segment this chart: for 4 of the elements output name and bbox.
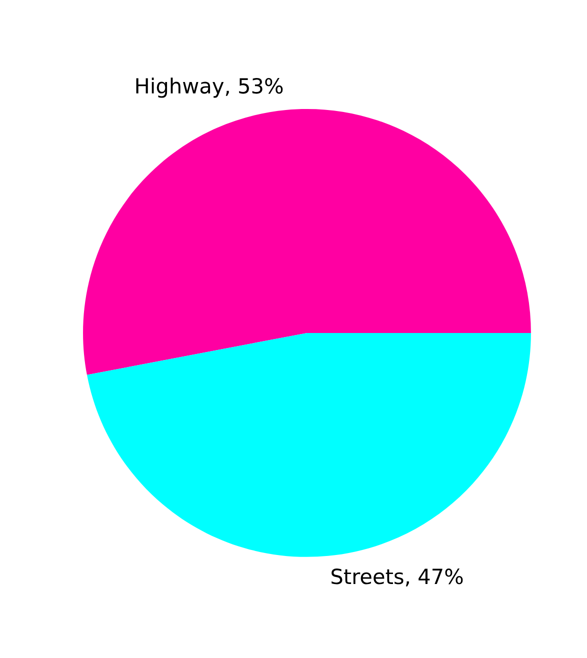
slice-label: Highway, 53%	[136, 78, 283, 98]
pie-slice	[83, 108, 531, 375]
pie-slice	[86, 332, 531, 557]
slice-label: Streets, 47%	[332, 568, 463, 586]
